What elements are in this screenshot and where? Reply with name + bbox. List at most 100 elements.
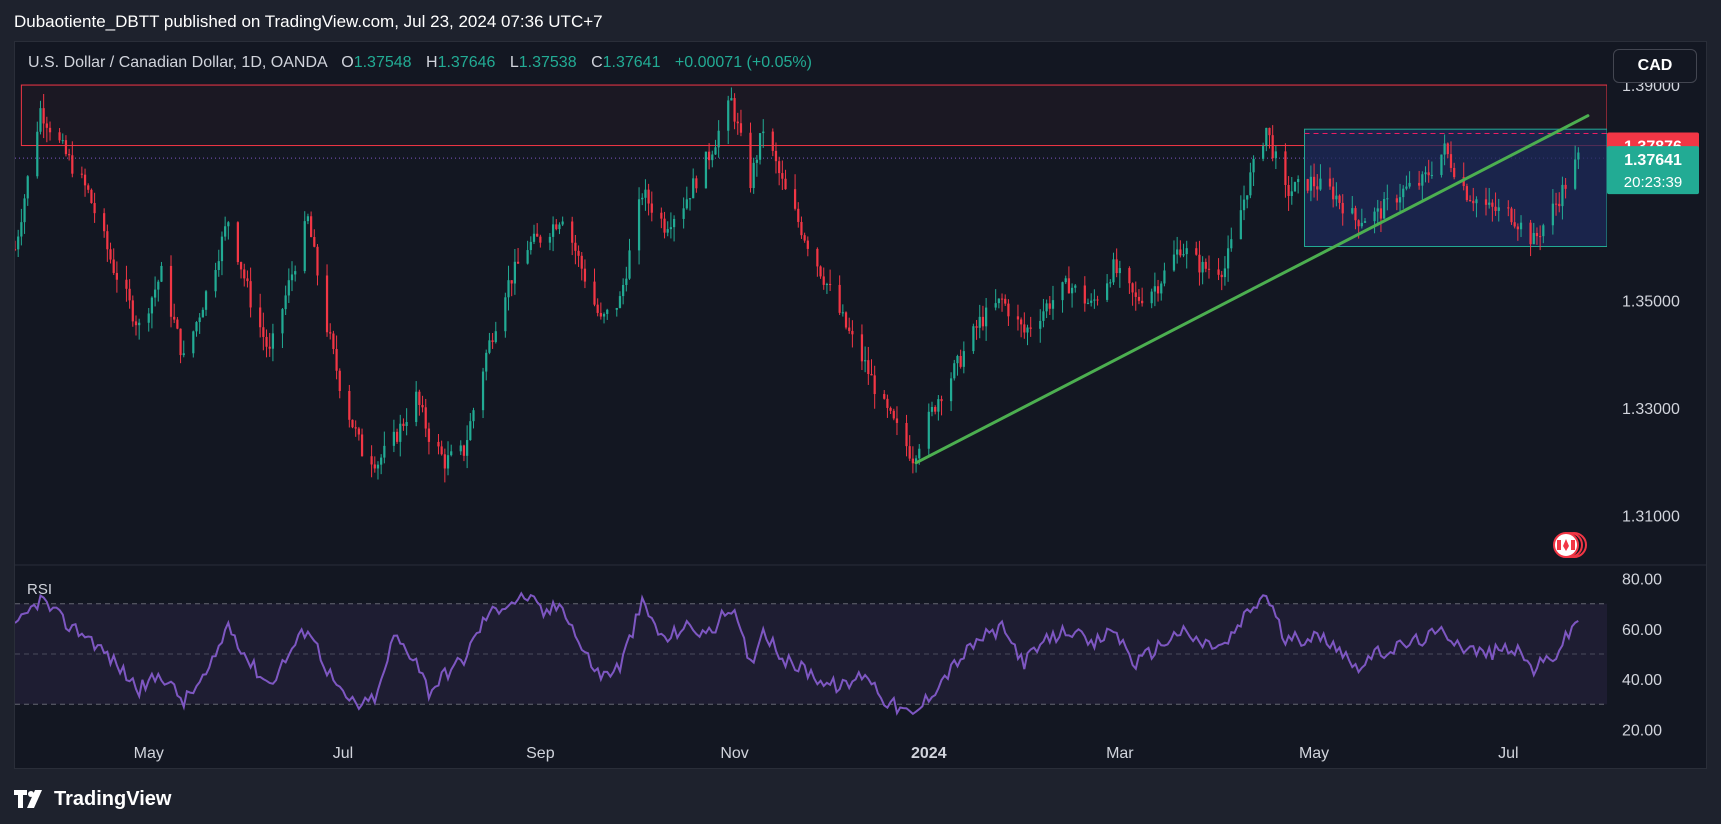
candle (1510, 206, 1513, 225)
candle (335, 335, 338, 380)
candle-body (316, 246, 319, 276)
price-pane (15, 84, 1607, 483)
candle-body (778, 161, 781, 174)
candle-body (265, 336, 268, 347)
candle-body (1513, 222, 1516, 227)
candle (1443, 134, 1446, 166)
candle-body (539, 236, 542, 243)
candle (793, 174, 797, 211)
candle-body (927, 411, 930, 449)
candle-body (236, 222, 239, 263)
candle (711, 150, 714, 168)
trendline[interactable] (914, 114, 1590, 465)
candle-body (338, 370, 341, 391)
candle-body (440, 446, 443, 455)
candle (704, 151, 708, 189)
candle (892, 408, 895, 421)
rsi-line[interactable] (15, 591, 1579, 716)
candle-body (1093, 299, 1096, 301)
candle-body (949, 378, 953, 402)
candle (1223, 256, 1227, 286)
candle-body (1198, 254, 1201, 273)
candle-body (736, 121, 739, 124)
time-tick-label: Sep (526, 745, 555, 762)
candle (1007, 299, 1010, 326)
candle (36, 121, 39, 179)
currency-button[interactable]: CAD (1613, 49, 1697, 83)
candle-body (529, 241, 532, 251)
candle (201, 307, 204, 318)
candle (749, 122, 752, 193)
candle (860, 324, 864, 371)
candle-body (1274, 151, 1277, 159)
time-axis[interactable]: May Jul Sep Nov 2024 Mar May Jul (134, 745, 1519, 762)
candle (332, 330, 335, 355)
candle (1341, 194, 1344, 226)
candle (1246, 195, 1249, 209)
candle (886, 394, 889, 418)
candle-body (1421, 174, 1424, 186)
rsi-axis[interactable]: 80.00 60.00 40.00 20.00 (1622, 572, 1662, 740)
candle-body (335, 348, 338, 371)
candle-body (1328, 178, 1332, 187)
candle (717, 120, 720, 158)
candle-body (1007, 303, 1010, 317)
candle-body (383, 445, 386, 458)
candle-body (80, 173, 83, 175)
candle (1535, 227, 1539, 245)
candle-body (1016, 316, 1020, 320)
candle-body (1351, 208, 1354, 214)
candle-body (303, 221, 306, 272)
rsi-tick-label: 20.00 (1622, 722, 1662, 739)
candle-body (1386, 198, 1389, 200)
candle-body (685, 199, 688, 209)
candle-body (1004, 298, 1007, 304)
candle (1000, 293, 1004, 312)
candle (287, 268, 290, 303)
candle (61, 133, 64, 144)
candle (1274, 145, 1277, 170)
candle (1332, 177, 1335, 208)
candle (395, 428, 399, 444)
close-value: 1.37641 (602, 54, 661, 71)
candle (80, 166, 83, 179)
candle-body (45, 123, 48, 128)
range-box[interactable] (1304, 128, 1607, 247)
candle (1376, 199, 1379, 227)
candle-body (491, 340, 494, 343)
candle-body (90, 189, 93, 204)
canada-flag-icon[interactable] (1553, 532, 1587, 558)
candle (1271, 125, 1274, 162)
symbol-title[interactable]: U.S. Dollar / Canadian Dollar, 1D, OANDA (28, 54, 327, 71)
candle (510, 280, 513, 297)
footer-brand[interactable]: TradingView (14, 786, 171, 812)
candle-body (332, 333, 335, 349)
candle-body (1185, 248, 1188, 255)
candle (602, 312, 606, 324)
candle (1067, 266, 1071, 294)
candle-body (1440, 154, 1443, 175)
candle-body (17, 236, 20, 250)
candle (217, 249, 220, 277)
candle-body (647, 189, 650, 204)
candle-body (1468, 200, 1472, 202)
candle (1070, 283, 1074, 308)
candle-body (622, 284, 625, 297)
candle-body (1564, 184, 1567, 189)
candle-body (169, 265, 173, 317)
candle (1134, 281, 1137, 311)
candle-body (940, 399, 943, 402)
candle (593, 268, 596, 307)
candle-body (1430, 174, 1433, 176)
candle (26, 175, 29, 206)
candle (1297, 175, 1300, 194)
rsi-tick-label: 80.00 (1622, 572, 1662, 589)
candle-body (179, 328, 182, 356)
candle (561, 216, 564, 227)
candle-body (752, 162, 755, 189)
candle-body (618, 296, 622, 308)
candle-body (1427, 172, 1430, 176)
candle-body (71, 155, 74, 174)
candle (488, 332, 491, 355)
